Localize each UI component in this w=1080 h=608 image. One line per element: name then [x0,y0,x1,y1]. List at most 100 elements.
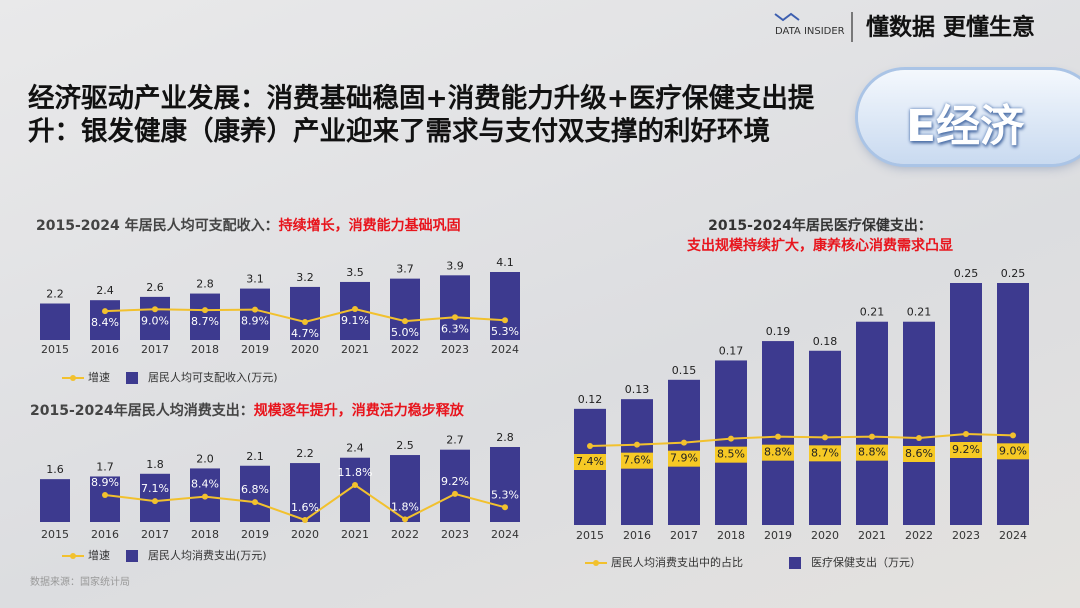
line-label: 7.9% [670,452,698,465]
line-point [963,431,969,437]
bar [40,479,70,522]
chart-title: 2015-2024 年居民人均可支配收入：持续增长，消费能力基础巩固 [36,217,461,234]
legend-label: 医疗保健支出（万元） [811,555,921,569]
bar-label: 2.6 [146,281,164,294]
x-tick-label: 2024 [999,529,1027,542]
bar [490,447,520,522]
line-label: 11.8% [338,466,373,479]
label-box [903,446,935,462]
bar-label: 1.6 [46,463,64,476]
line-label: 9.1% [341,314,369,327]
bar-label: 1.8 [146,458,164,471]
x-tick-label: 2019 [241,528,269,541]
chart-title-highlight: 持续增长，消费能力基础巩固 [279,217,461,234]
x-tick-label: 2019 [764,529,792,542]
bar [240,288,270,340]
label-box [762,444,794,461]
bar-label: 1.7 [96,460,114,473]
x-tick-label: 2016 [623,529,651,542]
line-label: 5.3% [491,488,519,501]
line-label: 7.4% [576,455,604,468]
bar-label: 2.1 [246,450,264,463]
bar [390,455,420,522]
line-point [502,317,508,324]
x-tick-label: 2020 [291,528,319,541]
badge-text: E经济 [906,101,1025,152]
legend-swatch [789,557,801,569]
line-point [202,493,208,500]
bar-label: 0.13 [625,383,650,396]
line-label: 8.5% [717,448,745,461]
line-label: 6.8% [241,483,269,496]
x-tick-label: 2017 [141,528,169,541]
line-label: 9.0% [999,444,1027,457]
label-box [856,444,888,461]
badge: E经济 [858,70,1080,164]
bar-label: 2.2 [46,288,64,301]
x-tick-label: 2018 [191,343,219,356]
legend-label: 居民人均可支配收入(万元) [148,370,278,384]
bar [40,303,70,340]
line-point [775,433,781,440]
line-point [822,434,828,441]
line-label: 1.8% [391,500,419,513]
legend-swatch [126,372,138,384]
slide-title: 经济驱动产业发展：消费基础稳固+消费能力升级+医疗保健支出提升：银发健康（康养）… [28,83,815,147]
bar-label: 0.21 [907,306,932,319]
x-tick-label: 2019 [241,343,269,356]
line-label: 8.9% [91,476,119,489]
line-label: 5.3% [491,325,519,338]
line-point [352,306,358,312]
x-tick-label: 2017 [670,529,698,542]
x-tick-label: 2018 [191,528,219,541]
chart-title-highlight: 规模逐年提升，消费活力稳步释放 [254,402,465,419]
line-point [728,435,734,442]
bar-label: 2.5 [396,439,414,452]
legend-label: 增速 [88,548,110,562]
x-tick-label: 2024 [491,528,519,541]
bar-label: 2.0 [196,452,214,465]
line-point [452,314,458,321]
x-tick-label: 2015 [41,343,69,356]
source: 数据来源：国家统计局 [30,575,130,588]
line-point [302,319,308,325]
line-point [252,306,258,313]
bar-label: 3.9 [446,259,464,272]
label-box [997,443,1029,460]
line-label: 5.0% [391,326,419,339]
x-tick-label: 2016 [91,528,119,541]
x-tick-label: 2021 [341,528,369,541]
bar-label: 3.1 [246,273,264,286]
line-point [302,517,308,523]
slogan: 懂数据 更懂生意 [866,14,1035,41]
line-label: 8.8% [858,446,886,459]
line-point [587,443,593,449]
bar-label: 2.4 [96,284,114,297]
line-label: 9.2% [952,443,980,456]
line-label: 4.7% [291,327,319,340]
bar [390,278,420,340]
line-label: 8.9% [241,315,269,328]
line-label: 8.8% [764,446,792,459]
x-tick-label: 2015 [576,529,604,542]
line-label: 7.1% [141,482,169,495]
x-tick-label: 2023 [441,528,469,541]
legend-swatch [126,550,138,562]
label-box [809,445,841,462]
bar [856,321,888,525]
bar [440,275,470,340]
bar [190,293,220,340]
line-point [502,504,508,511]
line-point [202,307,208,314]
x-tick-label: 2016 [91,343,119,356]
bar-label: 0.19 [766,325,791,338]
line-label: 8.4% [91,316,119,329]
line-label: 9.2% [441,475,469,488]
legend-dot [593,560,599,566]
line-label: 8.7% [191,315,219,328]
bar-label: 2.8 [496,431,514,444]
line-label: 9.0% [141,314,169,327]
bar-label: 4.1 [496,256,514,269]
bar-label: 0.25 [954,267,979,280]
bar [90,300,120,340]
